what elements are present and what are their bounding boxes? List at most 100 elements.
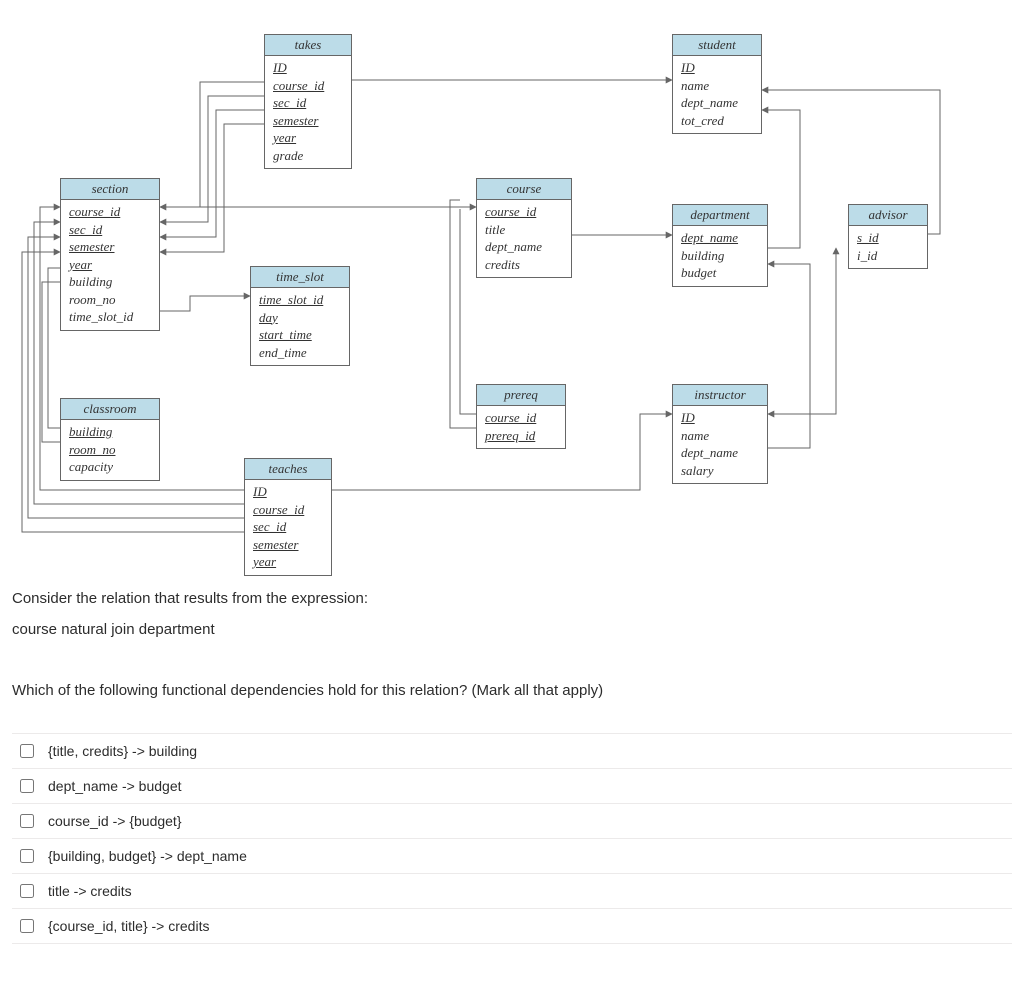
entity-attrs: course_idprereq_id xyxy=(477,406,565,448)
entity-advisor: advisors_idi_id xyxy=(848,204,928,269)
entity-attr: course_id xyxy=(253,501,323,519)
entity-takes: takesIDcourse_idsec_idsemesteryeargrade xyxy=(264,34,352,169)
entity-department: departmentdept_namebuildingbudget xyxy=(672,204,768,287)
answer-option[interactable]: title -> credits xyxy=(12,874,1012,909)
entity-prereq: prereqcourse_idprereq_id xyxy=(476,384,566,449)
entity-attr: course_id xyxy=(69,203,151,221)
entity-time_slot: time_slottime_slot_iddaystart_timeend_ti… xyxy=(250,266,350,366)
entity-attrs: dept_namebuildingbudget xyxy=(673,226,767,286)
question-block: Consider the relation that results from … xyxy=(0,590,1024,964)
entity-attr: course_id xyxy=(273,77,343,95)
question-line-1: Consider the relation that results from … xyxy=(12,590,1012,607)
entity-attr: sec_id xyxy=(69,221,151,239)
entity-attr: semester xyxy=(69,238,151,256)
answer-checkbox[interactable] xyxy=(20,814,34,828)
entity-attr: time_slot_id xyxy=(69,308,151,326)
entity-course: coursecourse_idtitledept_namecredits xyxy=(476,178,572,278)
er-diagram: takesIDcourse_idsec_idsemesteryeargrades… xyxy=(0,0,1024,580)
entity-attrs: course_idsec_idsemesteryearbuildingroom_… xyxy=(61,200,159,330)
options-list: {title, credits} -> building dept_name ->… xyxy=(12,733,1012,944)
relationship-edge xyxy=(160,124,264,252)
entity-attrs: IDnamedept_namesalary xyxy=(673,406,767,483)
entity-attr: credits xyxy=(485,256,563,274)
entity-title: time_slot xyxy=(251,267,349,288)
question-line-2: course natural join department xyxy=(12,621,1012,638)
entity-attr: tot_cred xyxy=(681,112,753,130)
entity-attr: salary xyxy=(681,462,759,480)
entity-attr: dept_name xyxy=(485,238,563,256)
entity-attr: year xyxy=(273,129,343,147)
answer-option[interactable]: course_id -> {budget} xyxy=(12,804,1012,839)
entity-title: advisor xyxy=(849,205,927,226)
entity-attr: prereq_id xyxy=(485,427,557,445)
entity-title: takes xyxy=(265,35,351,56)
entity-attr: course_id xyxy=(485,203,563,221)
relationship-edge xyxy=(768,264,810,448)
entity-attrs: IDcourse_idsec_idsemesteryear xyxy=(245,480,331,575)
entity-attr: semester xyxy=(273,112,343,130)
entity-attrs: IDcourse_idsec_idsemesteryeargrade xyxy=(265,56,351,168)
entity-attr: sec_id xyxy=(253,518,323,536)
entity-attr: course_id xyxy=(485,409,557,427)
entity-attr: year xyxy=(253,553,323,571)
answer-checkbox[interactable] xyxy=(20,919,34,933)
answer-option[interactable]: {building, budget} -> dept_name xyxy=(12,839,1012,874)
entity-attrs: s_idi_id xyxy=(849,226,927,268)
answer-checkbox[interactable] xyxy=(20,849,34,863)
entity-attr: room_no xyxy=(69,291,151,309)
answer-checkbox[interactable] xyxy=(20,884,34,898)
entity-attr: building xyxy=(69,423,151,441)
entity-attr: ID xyxy=(273,59,343,77)
entity-attr: i_id xyxy=(857,247,919,265)
entity-attr: dept_name xyxy=(681,229,759,247)
entity-attr: grade xyxy=(273,147,343,165)
relationship-edge xyxy=(48,268,60,428)
answer-text: {building, budget} -> dept_name xyxy=(48,848,247,864)
relationship-edge xyxy=(160,82,264,207)
entity-attr: dept_name xyxy=(681,444,759,462)
entity-instructor: instructorIDnamedept_namesalary xyxy=(672,384,768,484)
answer-text: {course_id, title} -> credits xyxy=(48,918,209,934)
relationship-edge xyxy=(160,96,264,222)
entity-attrs: IDnamedept_nametot_cred xyxy=(673,56,761,133)
entity-classroom: classroombuildingroom_nocapacity xyxy=(60,398,160,481)
entity-attr: ID xyxy=(253,483,323,501)
entity-attrs: time_slot_iddaystart_timeend_time xyxy=(251,288,349,365)
entity-attr: room_no xyxy=(69,441,151,459)
answer-text: dept_name -> budget xyxy=(48,778,182,794)
answer-checkbox[interactable] xyxy=(20,779,34,793)
entity-attr: dept_name xyxy=(681,94,753,112)
entity-attr: building xyxy=(69,273,151,291)
entity-title: prereq xyxy=(477,385,565,406)
relationship-edge xyxy=(160,296,250,311)
entity-teaches: teachesIDcourse_idsec_idsemesteryear xyxy=(244,458,332,576)
entity-attr: start_time xyxy=(259,326,341,344)
entity-attr: end_time xyxy=(259,344,341,362)
entity-attrs: course_idtitledept_namecredits xyxy=(477,200,571,277)
relationship-edge xyxy=(160,110,264,237)
entity-attrs: buildingroom_nocapacity xyxy=(61,420,159,480)
entity-attr: title xyxy=(485,221,563,239)
answer-checkbox[interactable] xyxy=(20,744,34,758)
entity-title: student xyxy=(673,35,761,56)
question-prompt: Which of the following functional depend… xyxy=(12,682,1012,699)
relationship-edge xyxy=(450,200,476,428)
entity-title: classroom xyxy=(61,399,159,420)
entity-attr: s_id xyxy=(857,229,919,247)
entity-title: teaches xyxy=(245,459,331,480)
entity-attr: semester xyxy=(253,536,323,554)
entity-attr: capacity xyxy=(69,458,151,476)
entity-title: department xyxy=(673,205,767,226)
entity-attr: sec_id xyxy=(273,94,343,112)
answer-option[interactable]: {course_id, title} -> credits xyxy=(12,909,1012,944)
entity-attr: time_slot_id xyxy=(259,291,341,309)
relationship-edge xyxy=(768,248,836,414)
answer-option[interactable]: {title, credits} -> building xyxy=(12,733,1012,769)
answer-option[interactable]: dept_name -> budget xyxy=(12,769,1012,804)
answer-text: {title, credits} -> building xyxy=(48,743,197,759)
entity-attr: name xyxy=(681,427,759,445)
answer-text: title -> credits xyxy=(48,883,132,899)
answer-text: course_id -> {budget} xyxy=(48,813,182,829)
entity-attr: year xyxy=(69,256,151,274)
entity-section: sectioncourse_idsec_idsemesteryearbuildi… xyxy=(60,178,160,331)
